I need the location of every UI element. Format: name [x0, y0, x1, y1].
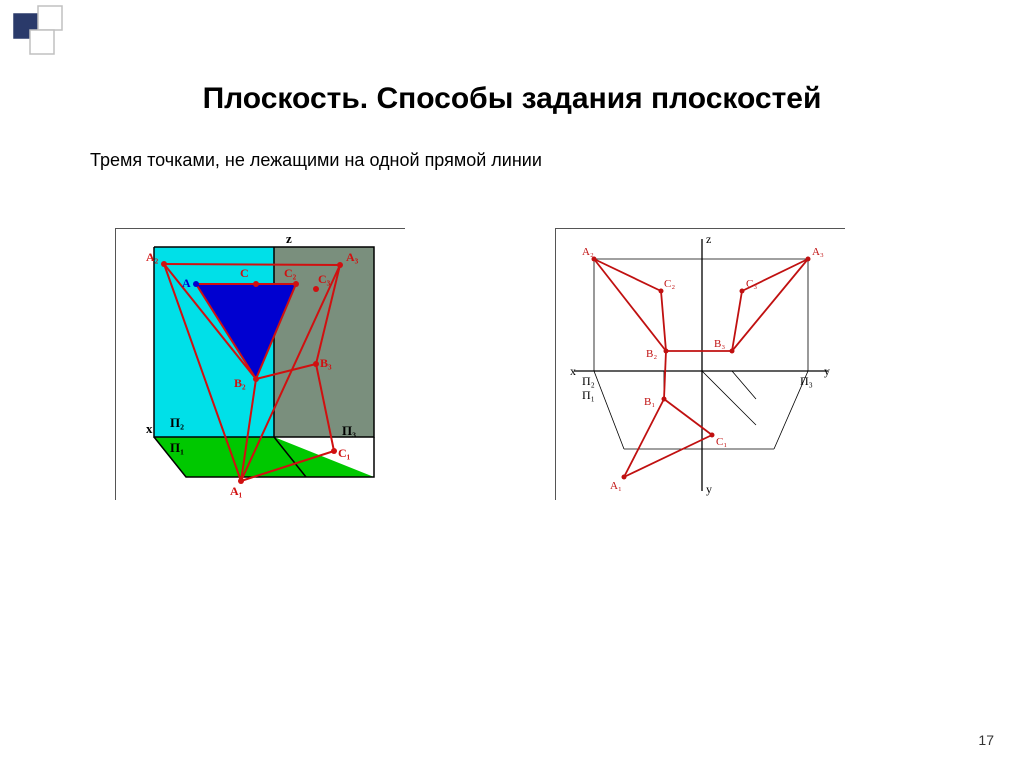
svg-text:C₁: C₁ [716, 436, 727, 448]
svg-text:A₁: A₁ [610, 480, 622, 492]
svg-text:x: x [146, 421, 153, 436]
svg-text:B₂: B₂ [646, 348, 657, 360]
svg-text:z: z [706, 232, 711, 246]
slide-subtitle: Тремя точками, не лежащими на одной прям… [90, 150, 542, 171]
figure-3d-svg: A₂ A₃ A₁ A C C₂ C₃ B₂ B₃ C₁ z x П₂ П₃ П₁ [116, 229, 406, 501]
svg-text:A₃: A₃ [812, 246, 824, 258]
deco-sq-2 [30, 30, 54, 54]
svg-text:A: A [182, 276, 191, 290]
deco-sq-1 [38, 6, 62, 30]
svg-text:A₁: A₁ [230, 484, 243, 498]
svg-text:C₃: C₃ [746, 278, 757, 290]
svg-text:C₂: C₂ [284, 266, 297, 280]
svg-text:z: z [286, 231, 292, 246]
figure-3d-projection: A₂ A₃ A₁ A C C₂ C₃ B₂ B₃ C₁ z x П₂ П₃ П₁ [115, 228, 405, 500]
figure-epure: A₂ A₃ A₁ C₂ C₃ B₂ B₃ B₁ C₁ z y y x П₂П₁ П₃ [555, 228, 845, 500]
svg-text:B₃: B₃ [320, 356, 332, 370]
svg-text:П₁: П₁ [582, 388, 595, 402]
svg-text:A₂: A₂ [582, 246, 594, 258]
svg-text:B₁: B₁ [644, 396, 655, 408]
figure-epure-svg: A₂ A₃ A₁ C₂ C₃ B₂ B₃ B₁ C₁ z y y x П₂П₁ П₃ [556, 229, 846, 501]
svg-text:C₂: C₂ [664, 278, 675, 290]
svg-text:C₃: C₃ [318, 272, 331, 286]
svg-text:П₃: П₃ [800, 374, 813, 388]
svg-text:y: y [824, 364, 830, 378]
svg-text:C₁: C₁ [338, 446, 351, 460]
svg-text:x: x [570, 364, 576, 378]
corner-svg [0, 0, 80, 70]
page-number: 17 [978, 732, 994, 748]
svg-text:П₂: П₂ [170, 415, 184, 430]
slide-corner-decoration [0, 0, 80, 70]
slide-title: Плоскость. Способы задания плоскостей [0, 82, 1024, 116]
svg-text:П₁: П₁ [170, 440, 184, 455]
svg-text:C: C [240, 266, 249, 280]
svg-text:П₃: П₃ [342, 423, 356, 438]
svg-text:A₂: A₂ [146, 250, 159, 264]
svg-text:y: y [706, 482, 712, 496]
svg-text:П₂: П₂ [582, 374, 595, 388]
svg-text:B₃: B₃ [714, 338, 725, 350]
svg-text:A₃: A₃ [346, 250, 359, 264]
svg-text:B₂: B₂ [234, 376, 246, 390]
